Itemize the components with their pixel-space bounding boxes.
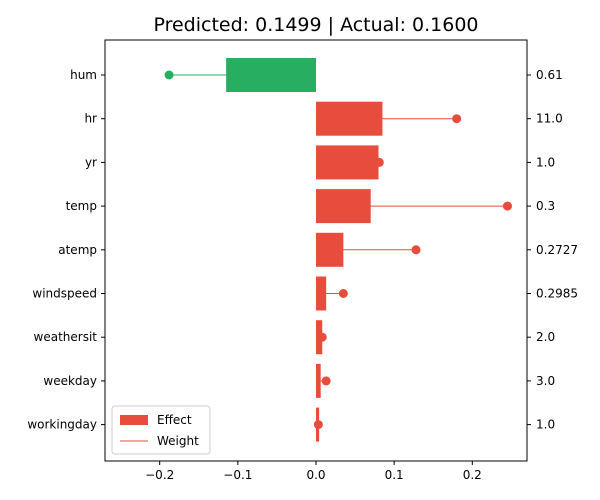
ytick-label-temp: temp bbox=[66, 199, 97, 213]
weight-dot-hum bbox=[164, 70, 174, 80]
ytick-label-atemp: atemp bbox=[58, 243, 97, 257]
ytick-label-weathersit: weathersit bbox=[34, 330, 98, 344]
xtick-label: 0.2 bbox=[463, 468, 482, 482]
ytick-label-yr: yr bbox=[85, 155, 97, 169]
weight-dot-workingday bbox=[313, 420, 323, 430]
legend-label-effect: Effect bbox=[157, 413, 192, 427]
legend-label-weight: Weight bbox=[157, 434, 199, 448]
feature-value-hr: 11.0 bbox=[536, 112, 563, 126]
feature-value-temp: 0.3 bbox=[536, 199, 555, 213]
chart-title: Predicted: 0.1499 | Actual: 0.1600 bbox=[153, 14, 478, 36]
xtick-label: −0.1 bbox=[223, 468, 252, 482]
legend-swatch-effect bbox=[120, 415, 148, 425]
xtick-label: −0.2 bbox=[145, 468, 174, 482]
xtick-label: 0.0 bbox=[306, 468, 325, 482]
legend: Effect Weight bbox=[111, 405, 211, 455]
ytick-label-windspeed: windspeed bbox=[32, 287, 97, 301]
feature-value-weekday: 3.0 bbox=[536, 374, 555, 388]
weight-dot-weathersit bbox=[317, 332, 327, 342]
ytick-label-weekday: weekday bbox=[43, 374, 97, 388]
weight-dot-yr bbox=[374, 157, 384, 167]
feature-value-yr: 1.0 bbox=[536, 155, 555, 169]
ytick-label-hr: hr bbox=[84, 112, 97, 126]
weight-dot-atemp bbox=[411, 245, 421, 255]
plot-area: hum 0.61 hr 11.0 yr 1.0 temp 0.3 atemp 0.2727 wind… bbox=[27, 39, 578, 482]
weight-dot-hr bbox=[452, 114, 462, 124]
weight-dot-weekday bbox=[321, 376, 331, 386]
feature-value-hum: 0.61 bbox=[536, 68, 563, 82]
xtick-label: 0.1 bbox=[385, 468, 404, 482]
weight-dot-windspeed bbox=[338, 289, 348, 298]
feature-value-workingday: 1.0 bbox=[536, 418, 555, 432]
feature-value-windspeed: 0.2985 bbox=[536, 287, 578, 301]
feature-value-weathersit: 2.0 bbox=[536, 330, 555, 344]
ytick-label-workingday: workingday bbox=[27, 418, 97, 432]
feature-value-atemp: 0.2727 bbox=[536, 243, 578, 257]
weight-dot-temp bbox=[502, 201, 512, 211]
ytick-label-hum: hum bbox=[70, 68, 97, 82]
